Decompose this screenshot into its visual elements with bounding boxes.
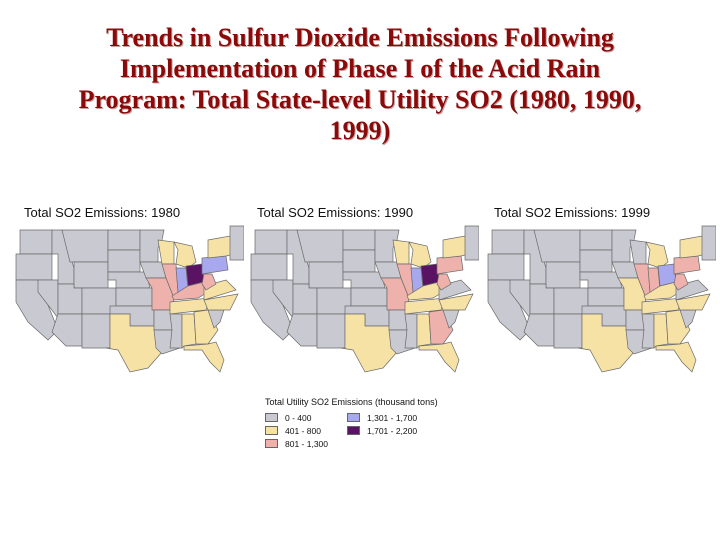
state-az-1980 [51, 313, 83, 347]
legend-label-401-800: 401 - 800 [285, 425, 321, 436]
state-nm-1990 [316, 313, 346, 349]
legend-swatch-801-1300 [265, 439, 278, 448]
us-map-1999-svg [487, 225, 716, 373]
state-al-1980 [181, 313, 197, 349]
state-tx-1990 [340, 313, 398, 373]
state-sd-1999 [579, 249, 613, 273]
state-ne_r-1990 [464, 225, 479, 261]
legend-swatch-0-400 [265, 413, 278, 422]
legend-label-0-400: 0 - 400 [285, 412, 312, 423]
state-mi-1980 [173, 241, 197, 269]
legend-item-0-400: 0 - 400 [265, 412, 311, 423]
state-ms-1990 [404, 313, 418, 349]
us-map-1999 [484, 222, 716, 377]
state-nc-1999 [675, 293, 711, 311]
state-ne_r-1999 [701, 225, 716, 261]
us-map-1990 [247, 222, 479, 377]
state-ms-1999 [641, 313, 655, 349]
state-pa-1990 [436, 255, 464, 275]
map-label-1990: Total SO2 Emissions: 1990 [257, 205, 414, 220]
title-line-3: Program: Total State-level Utility SO2 (… [78, 85, 642, 114]
state-fl-1990 [418, 341, 460, 373]
state-pa-1980 [201, 255, 229, 275]
legend-title: Total Utility SO2 Emissions (thousand to… [265, 397, 438, 407]
state-nc-1980 [203, 293, 239, 311]
state-nm-1980 [81, 313, 111, 349]
state-ne_r-1980 [229, 225, 244, 261]
state-wy-1990 [308, 261, 344, 289]
state-ms-1980 [169, 313, 183, 349]
state-mi-1999 [645, 241, 669, 269]
slide-title: Trends in Sulfur Dioxide Emissions Follo… [0, 22, 720, 146]
state-wa-1999 [491, 229, 525, 255]
state-wa-1990 [254, 229, 288, 255]
legend-item-801-1300: 801 - 1,300 [265, 438, 328, 449]
state-wi-1990 [392, 239, 410, 265]
legend-swatch-1301-1700 [347, 413, 360, 422]
state-ne-1990 [342, 271, 386, 289]
state-wi-1980 [157, 239, 175, 265]
legend-label-1701-2200: 1,701 - 2,200 [367, 425, 418, 436]
state-ne-1980 [107, 271, 151, 289]
state-nm-1999 [553, 313, 583, 349]
state-wv-1990 [436, 273, 452, 291]
us-map-1980 [12, 222, 244, 377]
state-mt-1999 [533, 229, 581, 263]
legend-item-1301-1700: 1,301 - 1,700 [347, 412, 417, 423]
us-map-1990-svg [250, 225, 479, 373]
state-tx-1980 [105, 313, 163, 373]
state-sd-1980 [107, 249, 141, 273]
map-label-1999: Total SO2 Emissions: 1999 [494, 205, 651, 220]
state-nd-1999 [579, 229, 613, 251]
state-tx-1999 [577, 313, 635, 373]
title-line-4: 1999) [329, 116, 391, 145]
state-ks-1999 [587, 287, 625, 307]
state-sd-1990 [342, 249, 376, 273]
state-nc-1990 [438, 293, 474, 311]
state-mi-1990 [408, 241, 432, 269]
state-mt-1980 [61, 229, 109, 263]
state-or-1999 [487, 253, 525, 281]
legend-item-1701-2200: 1,701 - 2,200 [347, 425, 417, 436]
state-wi-1999 [629, 239, 647, 265]
state-ut-1990 [292, 283, 318, 315]
emissions-legend: Total Utility SO2 Emissions (thousand to… [265, 397, 495, 457]
state-az-1990 [286, 313, 318, 347]
legend-item-401-800: 401 - 800 [265, 425, 321, 436]
state-wy-1999 [545, 261, 581, 289]
state-or-1980 [15, 253, 53, 281]
legend-swatch-401-800 [265, 426, 278, 435]
legend-label-801-1300: 801 - 1,300 [285, 438, 329, 449]
state-wv-1999 [673, 273, 689, 291]
state-wv-1980 [201, 273, 217, 291]
state-nd-1980 [107, 229, 141, 251]
state-fl-1980 [183, 341, 225, 373]
state-fl-1999 [655, 341, 697, 373]
us-map-1980-svg [15, 225, 244, 373]
state-ks-1980 [115, 287, 153, 307]
state-al-1990 [416, 313, 432, 349]
state-ut-1999 [529, 283, 555, 315]
state-ks-1990 [350, 287, 388, 307]
state-ut-1980 [57, 283, 83, 315]
state-wy-1980 [73, 261, 109, 289]
state-or-1990 [250, 253, 288, 281]
legend-label-1301-1700: 1,301 - 1,700 [367, 412, 418, 423]
state-mt-1990 [296, 229, 344, 263]
state-nd-1990 [342, 229, 376, 251]
legend-swatch-1701-2200 [347, 426, 360, 435]
state-ne-1999 [579, 271, 623, 289]
title-line-1: Trends in Sulfur Dioxide Emissions Follo… [106, 23, 614, 52]
title-line-2: Implementation of Phase I of the Acid Ra… [119, 54, 601, 83]
state-pa-1999 [673, 255, 701, 275]
state-al-1999 [653, 313, 669, 349]
map-label-1980: Total SO2 Emissions: 1980 [24, 205, 181, 220]
state-az-1999 [523, 313, 555, 347]
state-wa-1980 [19, 229, 53, 255]
